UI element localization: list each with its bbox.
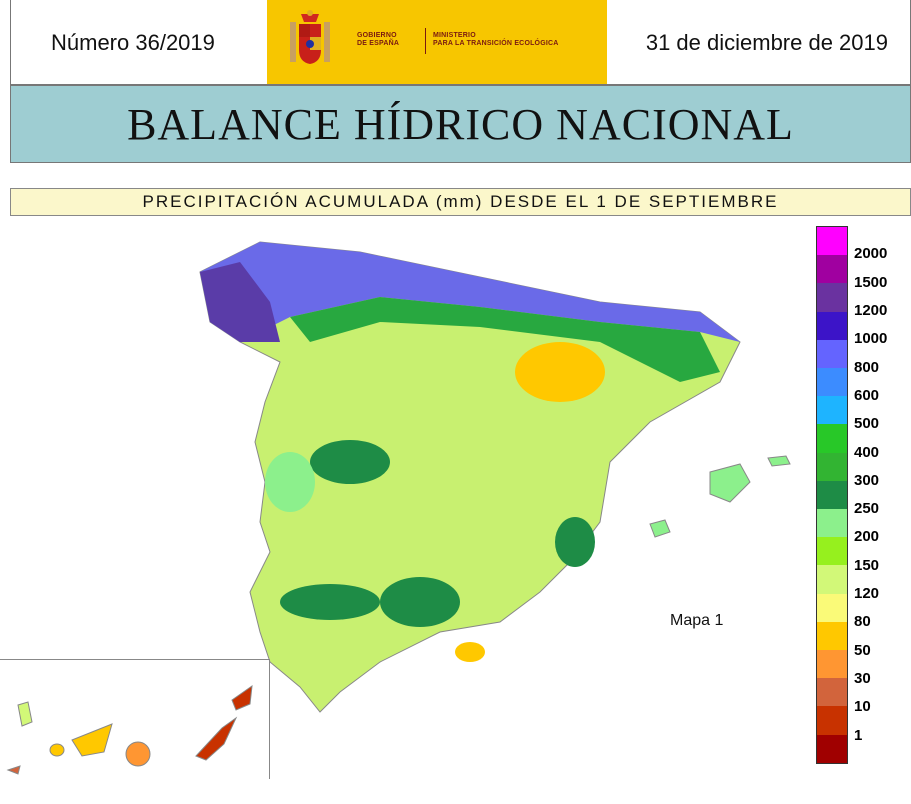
legend-swatch <box>817 706 847 735</box>
legend-swatch <box>817 255 847 284</box>
north-wet-band <box>200 242 740 342</box>
east-wet-patch <box>555 517 595 567</box>
legend-swatch <box>817 734 847 763</box>
south-wet-patch <box>380 577 460 627</box>
west-wet-patch <box>265 452 315 512</box>
menorca <box>767 455 791 467</box>
galicia-wet-zone <box>200 262 280 342</box>
central-wet-patch <box>310 440 390 484</box>
government-logo: GOBIERNO DE ESPAÑA MINISTERIO PARA LA TR… <box>267 0 607 84</box>
legend-swatch <box>817 621 847 651</box>
legend-swatch <box>817 227 847 256</box>
legend-swatch <box>817 339 847 369</box>
legend-label: 1000 <box>854 330 888 348</box>
legend-label: 120 <box>854 585 880 603</box>
logo-line-espana: DE ESPAÑA <box>357 40 400 47</box>
legend-swatch <box>817 368 847 397</box>
logo-line-ministerio: MINISTERIO <box>433 32 476 39</box>
legend-swatch <box>817 396 847 425</box>
bulletin-header: Número 36/2019 GOBIERNO DE ESPAÑA MINIST… <box>10 0 911 85</box>
logo-line-transicion: PARA LA TRANSICIÓN ECOLÓGICA <box>433 40 559 47</box>
legend-swatch <box>817 509 847 538</box>
tenerife <box>71 723 113 757</box>
bulletin-date: 31 de diciembre de 2019 <box>645 30 888 55</box>
legend-swatch <box>817 565 847 594</box>
el-hierro <box>6 765 21 775</box>
legend-swatch <box>817 283 847 312</box>
legend-swatch <box>817 593 847 622</box>
legend-label: 400 <box>854 443 880 461</box>
legend-swatch <box>817 424 847 453</box>
la-palma <box>17 701 33 727</box>
legend-swatch <box>817 480 847 510</box>
lanzarote <box>231 684 253 711</box>
legend-label: 300 <box>854 471 880 489</box>
legend-label: 1 <box>854 726 863 744</box>
southeast-dry-patch <box>455 642 485 662</box>
legend-label: 250 <box>854 500 880 518</box>
ebro-dry-zone <box>515 342 605 402</box>
canary-islands-map <box>6 684 253 775</box>
legend-label: 150 <box>854 556 880 574</box>
la-gomera <box>49 743 65 757</box>
legend-label: 30 <box>854 670 871 688</box>
coat-of-arms-icon <box>290 10 330 64</box>
legend-label: 50 <box>854 641 871 659</box>
legend-label: 600 <box>854 386 880 404</box>
legend-swatch <box>817 678 847 707</box>
fuerteventura <box>195 716 238 761</box>
legend-label: 10 <box>854 698 871 716</box>
legend-label: 500 <box>854 415 880 433</box>
legend-label: 800 <box>854 358 880 376</box>
legend-label: 1200 <box>854 301 888 319</box>
map-subtitle-box: PRECIPITACIÓN ACUMULADA (mm) DESDE EL 1 … <box>10 188 911 216</box>
title-banner: BALANCE HÍDRICO NACIONAL <box>10 85 911 163</box>
gran-canaria <box>125 741 151 767</box>
map-subtitle: PRECIPITACIÓN ACUMULADA (mm) DESDE EL 1 … <box>142 192 779 211</box>
precipitation-legend-scale <box>816 226 848 764</box>
legend-label: 200 <box>854 528 880 546</box>
mallorca <box>709 463 751 503</box>
southwest-wet-patch <box>280 584 380 620</box>
legend-swatch <box>817 537 847 566</box>
legend-swatch <box>817 311 847 340</box>
issue-number: Número 36/2019 <box>51 30 215 55</box>
cantabrian-green-band <box>290 297 720 382</box>
page-title: BALANCE HÍDRICO NACIONAL <box>127 99 794 149</box>
ibiza <box>649 519 671 538</box>
legend-label: 1500 <box>854 273 888 291</box>
canary-islands-inset <box>0 659 270 779</box>
precipitation-map <box>199 241 791 713</box>
legend-label: 2000 <box>854 245 888 263</box>
legend-swatch <box>817 452 847 481</box>
legend-label: 80 <box>854 613 871 631</box>
map-label: Mapa 1 <box>670 612 724 629</box>
legend-swatch <box>817 650 847 679</box>
logo-line-gobierno: GOBIERNO <box>357 32 397 39</box>
